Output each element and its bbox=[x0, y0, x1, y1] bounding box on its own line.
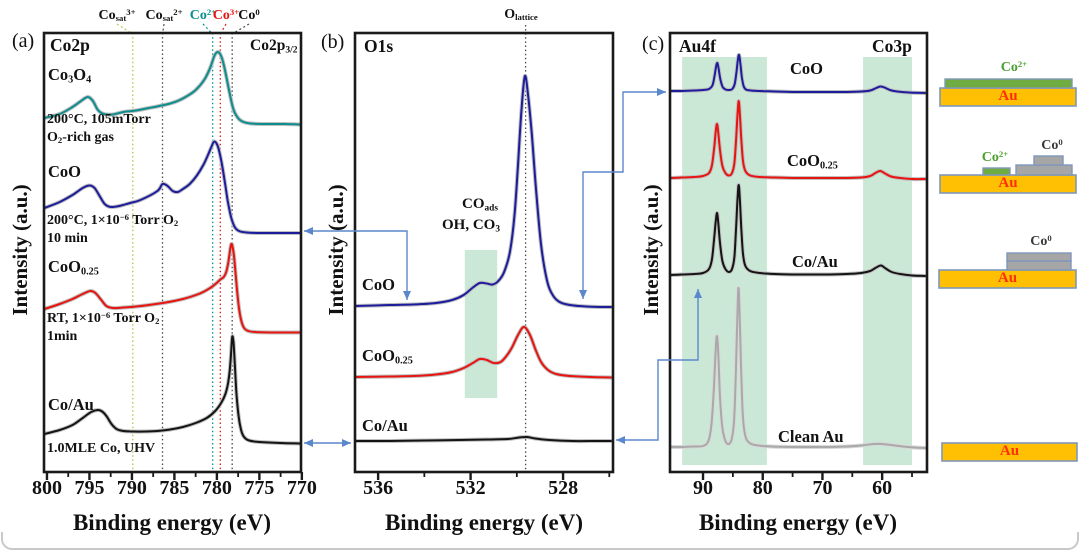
link-bc-coo bbox=[582, 91, 666, 299]
curve-coo025-b bbox=[355, 326, 612, 379]
schematic-coo bbox=[939, 78, 1077, 107]
curve-cleanau-c bbox=[670, 286, 926, 449]
panel-b bbox=[353, 25, 615, 480]
arrowhead bbox=[304, 227, 313, 235]
schematic-cleanau bbox=[941, 442, 1078, 462]
axis-box-a bbox=[42, 31, 303, 474]
link-ab-coo bbox=[304, 230, 408, 300]
curve-coau-b bbox=[355, 435, 612, 443]
arrowhead bbox=[657, 88, 666, 96]
arrowhead bbox=[304, 439, 313, 447]
curve-coo-b bbox=[355, 74, 612, 309]
highlight-band-c-1 bbox=[863, 57, 913, 465]
schematic-coo025-au-substrate bbox=[939, 174, 1077, 194]
arrowhead bbox=[342, 439, 351, 447]
schematic-coau-layer-gray-0 bbox=[1006, 260, 1072, 271]
curve-coo-c bbox=[670, 53, 926, 94]
axis-box-b bbox=[353, 31, 615, 474]
ref-leader-a-1 bbox=[161, 23, 165, 35]
schematic-coau-au-substrate bbox=[938, 269, 1077, 289]
schematic-coau-layer-gray-1 bbox=[1006, 252, 1072, 262]
highlight-band-c-0 bbox=[682, 57, 767, 465]
curve-coau-c bbox=[670, 183, 926, 277]
curve-coau bbox=[44, 335, 301, 445]
curve-coo025 bbox=[44, 242, 301, 334]
arrowhead bbox=[579, 290, 587, 299]
panel-connectors bbox=[304, 88, 702, 447]
schematic-coo025 bbox=[939, 155, 1077, 194]
schematic-coo-au-substrate bbox=[939, 87, 1077, 107]
schematic-coo-layer-green-0 bbox=[944, 78, 1073, 89]
curve-coo bbox=[44, 140, 301, 235]
curve-co3o4-raw bbox=[44, 49, 301, 127]
curve-coau-raw bbox=[44, 334, 301, 446]
schematic-coo025-layer-gray-2 bbox=[1033, 155, 1064, 166]
arrowhead bbox=[403, 291, 411, 300]
schematic-coo025-layer-green-0 bbox=[982, 167, 1011, 176]
curve-co3o4 bbox=[44, 51, 301, 126]
curve-coo025-raw bbox=[44, 241, 301, 335]
link-bc-coau bbox=[616, 289, 699, 441]
arrowhead bbox=[694, 289, 702, 298]
highlight-band-b-0 bbox=[464, 250, 498, 398]
panel-a bbox=[42, 23, 304, 480]
schematic-coo025-layer-gray-1 bbox=[1015, 164, 1073, 176]
curve-coo025-c bbox=[670, 100, 926, 181]
sample-schematics bbox=[938, 78, 1078, 462]
arrowhead bbox=[616, 436, 625, 444]
schematic-cleanau-au-substrate bbox=[941, 442, 1078, 462]
ref-leader-a-4 bbox=[231, 23, 250, 35]
schematic-coau bbox=[938, 252, 1077, 289]
axis-box-c bbox=[668, 31, 929, 474]
panel-c bbox=[668, 31, 929, 480]
